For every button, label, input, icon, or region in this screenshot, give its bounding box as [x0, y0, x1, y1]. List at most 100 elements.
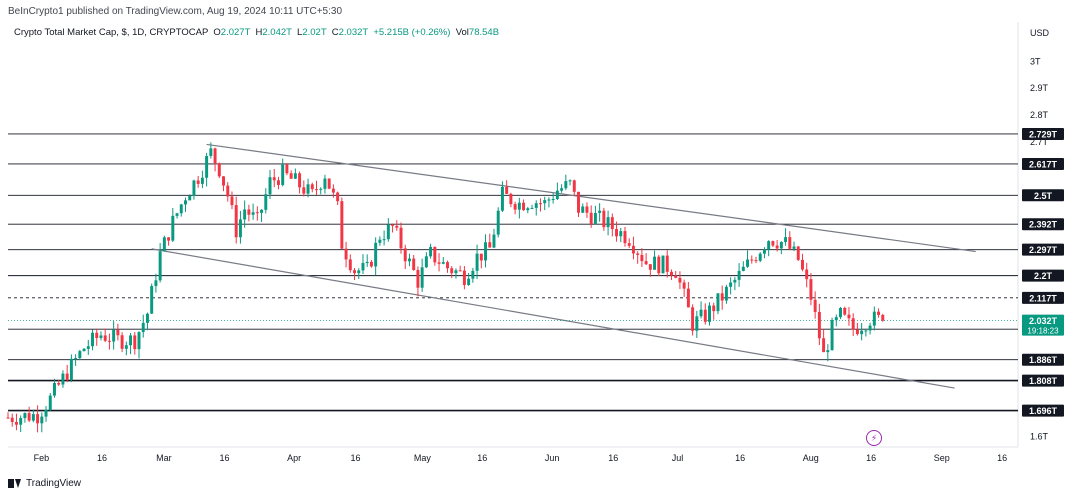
- candle-body: [458, 270, 462, 272]
- candle-body: [737, 270, 741, 280]
- candle-body: [868, 325, 872, 331]
- candle-body: [323, 178, 327, 189]
- candle-body: [881, 314, 885, 321]
- candle-body: [162, 237, 166, 252]
- candle-body: [577, 191, 580, 213]
- candle-body: [492, 234, 496, 248]
- level-label: 2.729T: [1029, 129, 1058, 139]
- tradingview-logo-icon: [8, 479, 22, 488]
- candle-body: [310, 184, 314, 190]
- candle-body: [302, 187, 306, 194]
- candle-body: [467, 278, 471, 286]
- candle-body: [167, 237, 171, 241]
- candle-body: [796, 246, 800, 260]
- candle-body: [27, 413, 31, 421]
- candle-body: [724, 286, 728, 301]
- x-tick-label: 16: [735, 453, 745, 463]
- candle-body: [851, 318, 855, 330]
- candle-body: [209, 148, 213, 157]
- candle-body: [784, 237, 788, 242]
- candle-body: [200, 177, 204, 184]
- candle-body: [678, 277, 682, 283]
- candle-body: [171, 215, 175, 241]
- lightning-icon[interactable]: ⚡: [866, 430, 882, 446]
- candle-body: [762, 249, 766, 254]
- candle-body: [741, 266, 745, 271]
- x-tick-label: 16: [97, 453, 107, 463]
- level-label: 2.5T: [1034, 191, 1053, 201]
- candle-body: [95, 332, 99, 338]
- candle-body: [653, 256, 657, 270]
- candle-body: [657, 256, 661, 274]
- currency-label[interactable]: USD: [1030, 28, 1050, 38]
- candle-body: [247, 209, 251, 215]
- symbol-title: Crypto Total Market Cap, $, 1D, CRYPTOCA…: [14, 27, 209, 38]
- y-tick-label: 2.8T: [1030, 110, 1049, 120]
- candle-body: [141, 322, 145, 333]
- open-label: O: [213, 27, 221, 38]
- candle-body: [648, 264, 652, 270]
- candle-body: [378, 239, 382, 243]
- candle-body: [10, 417, 14, 422]
- x-tick-label: Jul: [672, 453, 684, 463]
- candle-body: [369, 261, 373, 267]
- candle-body: [260, 209, 264, 213]
- candle-body: [399, 227, 403, 249]
- candle-body: [184, 200, 187, 205]
- candle-body: [771, 241, 775, 246]
- candle-body: [226, 185, 230, 197]
- candle-body: [217, 163, 221, 177]
- level-label-box: [1022, 243, 1064, 256]
- candle-body: [6, 417, 10, 419]
- publish-info: BeInCrypto1 published on TradingView.com…: [8, 6, 343, 17]
- candle-body: [437, 262, 441, 264]
- candle-body: [40, 416, 44, 424]
- candle-body: [133, 335, 137, 350]
- candle-body: [775, 245, 779, 249]
- high-value: 2.042T: [262, 27, 292, 38]
- level-label: 2.117T: [1029, 293, 1057, 303]
- x-tick-label: Sep: [934, 453, 950, 463]
- candle-body: [327, 178, 331, 189]
- candle-body: [699, 309, 703, 317]
- level-label-box: [1022, 404, 1064, 417]
- candle-body: [551, 198, 555, 200]
- candle-body: [386, 224, 390, 240]
- x-tick-label: Mar: [156, 453, 172, 463]
- candle-body: [602, 210, 606, 228]
- level-label: 1.696T: [1029, 406, 1058, 416]
- candle-body: [365, 261, 369, 264]
- candle-body: [500, 186, 504, 211]
- x-tick-label: 16: [351, 453, 361, 463]
- candle-body: [264, 194, 268, 210]
- candle-body: [568, 180, 572, 182]
- candle-body: [175, 213, 179, 216]
- candle-body: [31, 414, 35, 421]
- candle-body: [822, 338, 826, 353]
- y-tick-label: 3T: [1030, 56, 1041, 66]
- candle-body: [234, 205, 238, 238]
- candle-body: [809, 279, 813, 300]
- candle-body: [74, 358, 78, 360]
- candle-body: [285, 164, 289, 174]
- candle-body: [57, 383, 61, 385]
- candle-body: [543, 200, 547, 204]
- x-tick-label: 16: [997, 453, 1007, 463]
- candle-body: [788, 237, 792, 249]
- candle-body: [729, 282, 733, 287]
- candle-body: [124, 345, 128, 349]
- candle-body: [424, 256, 428, 268]
- candle-body: [395, 225, 399, 228]
- candle-body: [243, 209, 247, 220]
- candle-body: [462, 270, 466, 286]
- y-tick-label: 2.7T: [1030, 137, 1049, 147]
- candle-body: [289, 173, 293, 179]
- level-label: 2.617T: [1029, 159, 1058, 169]
- candle-body: [665, 255, 669, 272]
- x-tick-label: 16: [866, 453, 876, 463]
- candle-body: [391, 224, 395, 226]
- candle-body: [839, 307, 842, 318]
- candle-body: [353, 270, 357, 274]
- candle-body: [505, 186, 509, 194]
